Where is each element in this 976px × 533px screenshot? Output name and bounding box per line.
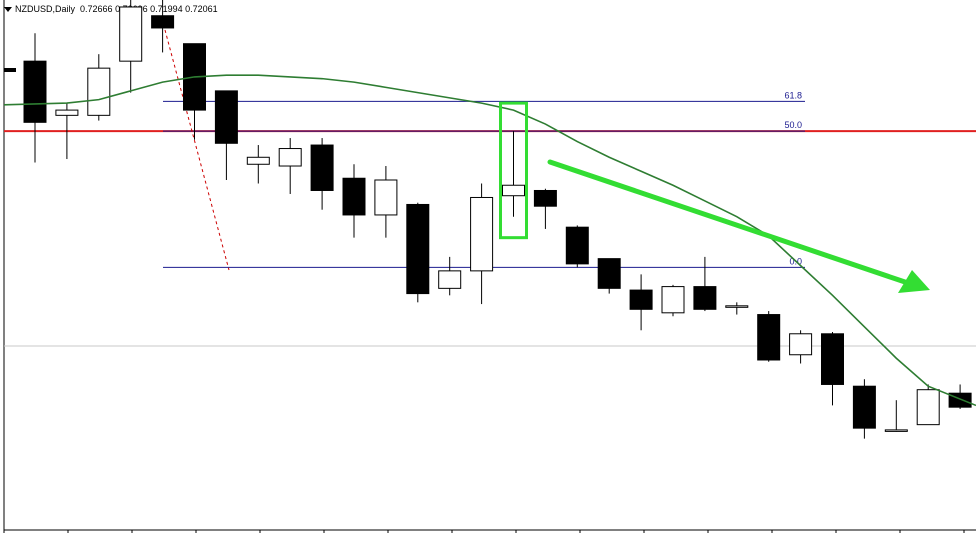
bullish-candle [502, 184, 525, 197]
bullish-candle [246, 156, 270, 165]
price-marker [4, 68, 16, 72]
symbol-label: NZDUSD,Daily [15, 4, 76, 14]
bullish-candle [789, 333, 813, 356]
bullish-candle [884, 429, 908, 432]
dropdown-triangle-icon[interactable] [4, 7, 12, 13]
downtrend-arrow-line [547, 159, 908, 285]
bearish-candle [23, 60, 47, 123]
bearish-candle [533, 189, 557, 207]
bullish-candle [438, 270, 462, 289]
bullish-candle [916, 389, 940, 426]
bullish-candle [725, 305, 749, 308]
bullish-candle [87, 67, 111, 116]
bearish-candle [757, 314, 781, 361]
bearish-candle [151, 15, 175, 29]
bullish-candle [470, 196, 494, 272]
bearish-candle [342, 177, 366, 216]
bearish-candle [693, 286, 717, 310]
bearish-candle [565, 226, 589, 265]
bearish-candle [214, 90, 238, 144]
bearish-candle [852, 385, 876, 429]
highlight-box [499, 101, 528, 240]
trend-dashed-line [164, 29, 230, 271]
bullish-candle [661, 286, 685, 314]
bearish-candle [821, 333, 844, 385]
downtrend-arrow-head [898, 270, 930, 293]
moving-average-line [3, 74, 976, 407]
bullish-candle [55, 109, 79, 116]
bearish-candle [597, 258, 621, 289]
bearish-candle [310, 144, 334, 191]
fib-level-label: 50.0 [784, 120, 802, 130]
bullish-candle [374, 179, 398, 216]
bearish-candle [629, 289, 653, 310]
fib-level-label: 61.8 [784, 90, 802, 100]
bearish-candle [406, 203, 430, 295]
bullish-candle [119, 6, 143, 62]
bullish-candle [278, 148, 302, 167]
